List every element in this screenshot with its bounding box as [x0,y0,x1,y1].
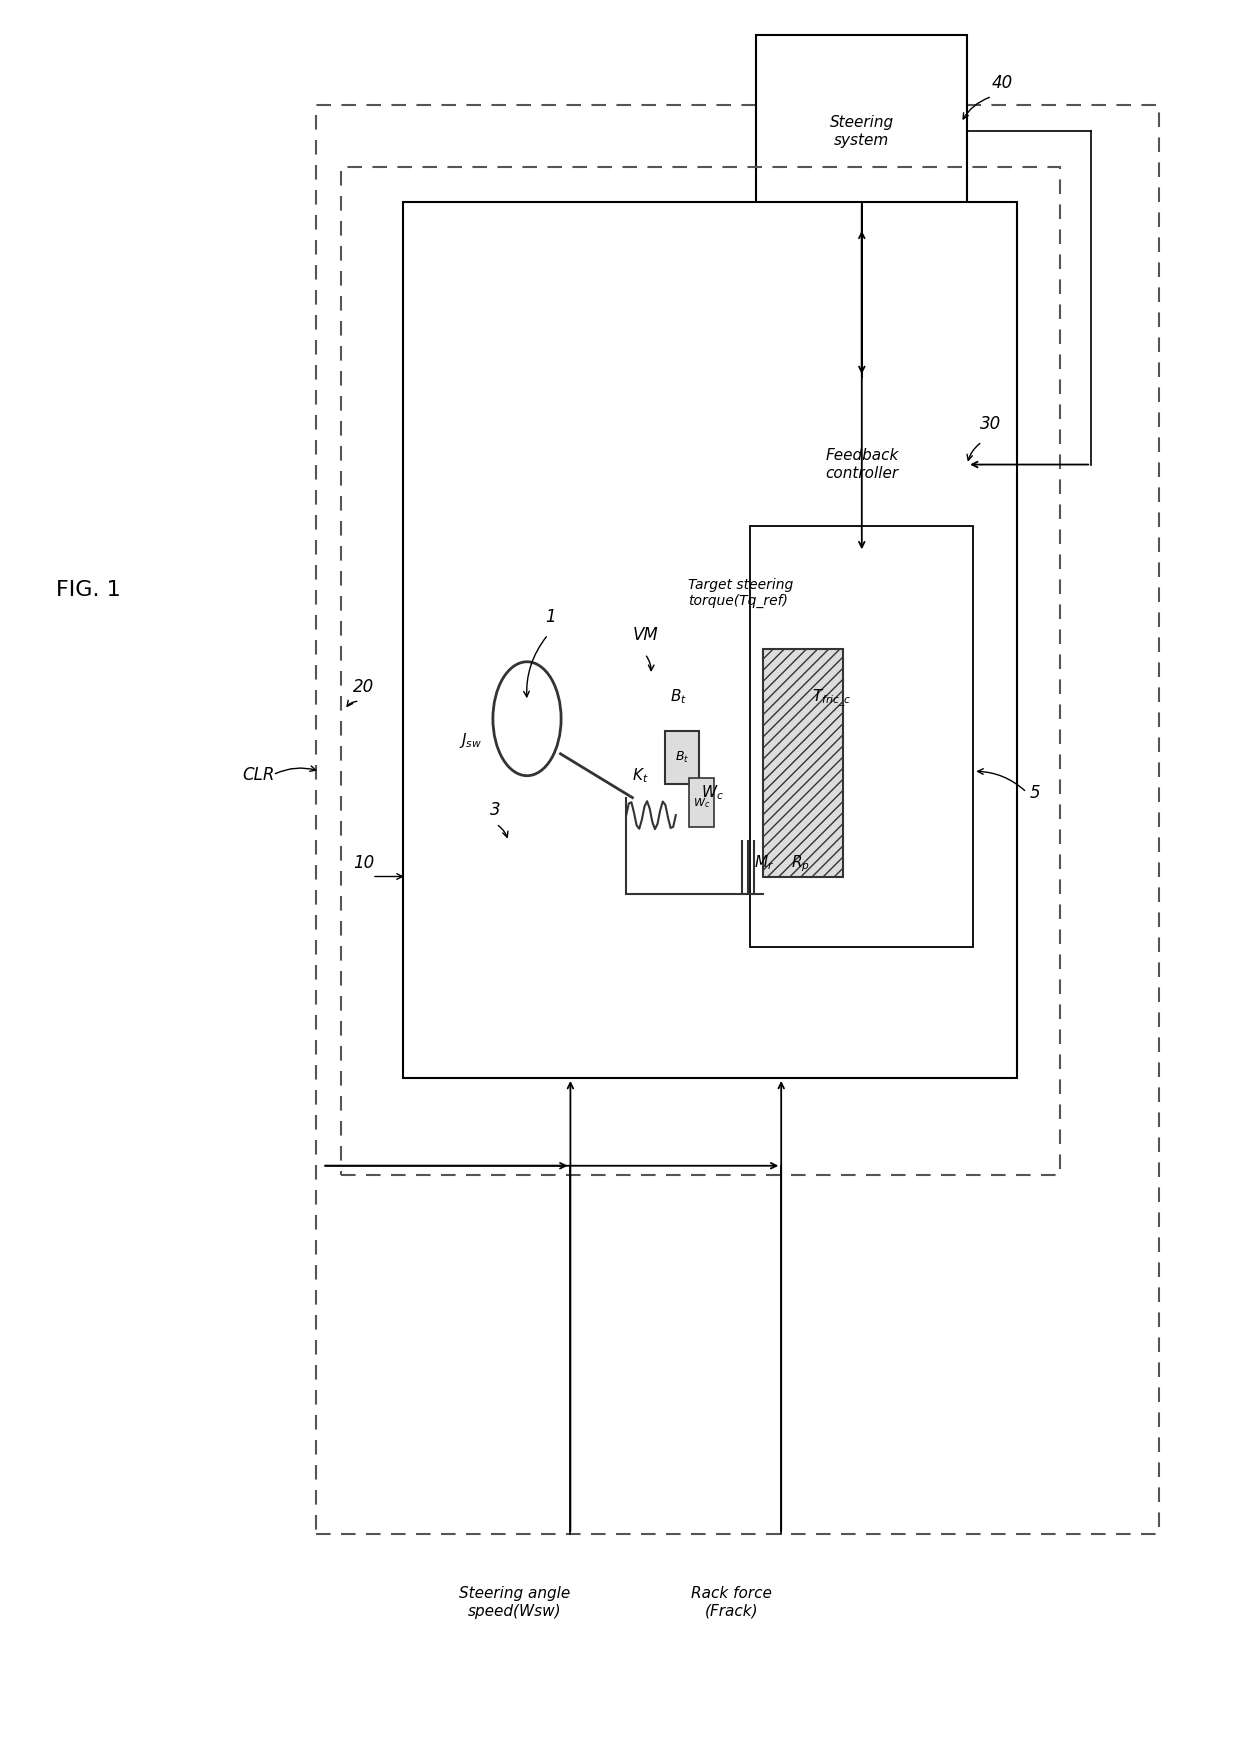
Text: $W_c$: $W_c$ [701,784,723,803]
Text: $T_{fric\_c}$: $T_{fric\_c}$ [812,687,852,708]
Text: Feedback
controller: Feedback controller [825,449,899,480]
Text: 40: 40 [992,74,1013,91]
Text: Steering
system: Steering system [830,116,894,147]
Text: CLR: CLR [242,766,274,784]
Text: 1: 1 [546,608,557,626]
Text: $J_{sw}$: $J_{sw}$ [459,731,482,750]
Bar [665,731,699,784]
Bar [756,35,967,228]
Bar [316,105,1159,1534]
Bar [341,167,1060,1175]
Text: 30: 30 [980,415,1001,433]
Bar [756,377,967,552]
Text: 20: 20 [353,678,374,696]
Text: $W_c$: $W_c$ [693,796,711,810]
Text: Target steering
torque(Tq_ref): Target steering torque(Tq_ref) [688,577,794,608]
Text: $R_p$: $R_p$ [791,854,810,875]
Text: 3: 3 [490,801,501,819]
Text: VM: VM [632,626,658,643]
Bar [750,526,973,947]
Bar [403,202,1017,1078]
Bar [763,649,843,876]
Text: $K_t$: $K_t$ [632,766,649,785]
Text: Steering angle
speed(Wsw): Steering angle speed(Wsw) [459,1586,570,1618]
Text: $M_r$: $M_r$ [754,854,774,873]
Text: Rack force
(Frack): Rack force (Frack) [691,1586,773,1618]
Bar [689,778,714,827]
Text: 5: 5 [1029,784,1040,801]
Text: FIG. 1: FIG. 1 [56,580,120,600]
Text: $B_t$: $B_t$ [670,687,687,706]
Text: $B_t$: $B_t$ [675,750,689,764]
Text: 10: 10 [353,854,374,871]
